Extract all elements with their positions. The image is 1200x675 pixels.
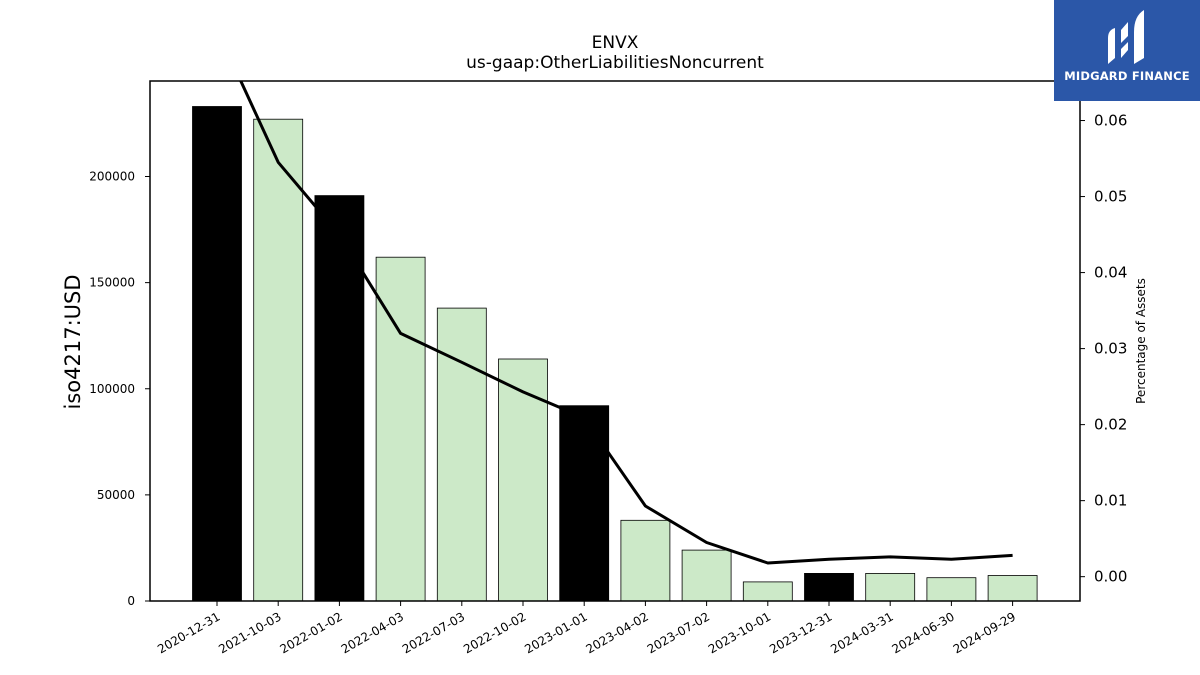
- bar-2023-12-31: [804, 573, 854, 602]
- right-tick-label: 0.04: [1094, 264, 1127, 282]
- logo-text: MIDGARD FINANCE: [1064, 69, 1190, 83]
- right-tick-label: 0.03: [1094, 340, 1127, 358]
- y-tick-label: 150000: [89, 276, 135, 290]
- right-tick-label: 0.06: [1094, 112, 1127, 130]
- bar-2021-10-03: [253, 118, 304, 602]
- logo-mark-icon: [1108, 10, 1144, 64]
- x-tick-label: 2021-10-03: [216, 609, 283, 656]
- y-tick-label: 0: [127, 594, 135, 608]
- plot-frame: [149, 80, 1081, 602]
- bar-2023-04-02: [620, 519, 671, 602]
- x-tick-label: 2022-04-03: [339, 609, 406, 656]
- x-axis-ticks: 2020-12-312021-10-032022-01-022022-04-03…: [155, 601, 1018, 656]
- x-tick-label: 2023-12-31: [767, 609, 834, 656]
- bar-2022-04-03: [375, 256, 426, 602]
- x-tick-label: 2022-01-02: [277, 609, 344, 656]
- bar-2023-07-02: [681, 549, 732, 602]
- series-line-percentage-of-assets: [239, 81, 1013, 565]
- right-axis-label: Percentage of Assets: [1134, 278, 1148, 404]
- right-axis-ticks: 0.00 0.01 0.02 0.03 0.04 0.05 0.06: [1080, 112, 1127, 586]
- y-axis-label: iso4217:USD: [61, 274, 85, 409]
- bar-2022-07-03: [436, 307, 487, 602]
- bar-2024-03-31: [865, 573, 916, 602]
- x-tick-label: 2023-01-01: [522, 609, 589, 656]
- x-tick-label: 2023-10-01: [706, 609, 773, 656]
- x-tick-label: 2023-04-02: [583, 609, 650, 656]
- x-tick-label: 2022-07-03: [400, 609, 467, 656]
- bar-2022-01-02: [314, 195, 365, 602]
- bars-layer: [192, 106, 1038, 602]
- midgard-finance-logo: MIDGARD FINANCE: [1054, 0, 1200, 101]
- bar-2023-10-01: [742, 581, 793, 602]
- chart-subtitle: us-gaap:OtherLiabilitiesNoncurrent: [466, 53, 764, 73]
- right-tick-label: 0.05: [1094, 188, 1127, 206]
- right-tick-label: 0.00: [1094, 568, 1127, 586]
- x-tick-label: 2024-09-29: [951, 609, 1018, 656]
- x-tick-label: 2024-03-31: [828, 609, 895, 656]
- bar-2023-01-01: [559, 405, 610, 602]
- x-tick-label: 2024-06-30: [889, 609, 956, 656]
- bar-2022-10-02: [498, 358, 548, 602]
- line-layer: [239, 81, 1013, 565]
- y-tick-label: 200000: [89, 170, 135, 184]
- x-tick-label: 2023-07-02: [645, 609, 712, 656]
- x-tick-label: 2022-10-02: [461, 609, 528, 656]
- bar-2020-12-31: [192, 106, 242, 602]
- right-tick-label: 0.01: [1094, 492, 1127, 510]
- bar-2024-09-29: [987, 575, 1038, 602]
- bar-2024-06-30: [926, 577, 977, 602]
- y-tick-label: 50000: [97, 488, 135, 502]
- right-tick-label: 0.02: [1094, 416, 1127, 434]
- y-tick-label: 100000: [89, 382, 135, 396]
- x-tick-label: 2020-12-31: [155, 609, 222, 656]
- left-axis-ticks: 0 50000 100000 150000 200000: [89, 170, 150, 608]
- chart-title: ENVX: [592, 33, 639, 53]
